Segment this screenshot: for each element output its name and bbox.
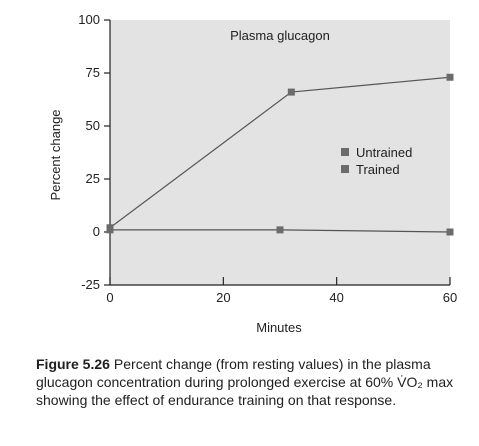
chart-title: Plasma glucagon bbox=[230, 28, 330, 43]
x-tick-label: 0 bbox=[106, 290, 113, 305]
y-axis-label: Percent change bbox=[48, 109, 63, 200]
series-layer bbox=[106, 73, 454, 236]
y-tick-label: 100 bbox=[78, 12, 100, 27]
legend-marker-trained bbox=[341, 165, 349, 173]
x-tick-label: 20 bbox=[216, 290, 230, 305]
legend-label-untrained: Untrained bbox=[356, 145, 412, 160]
y-tick-label: 0 bbox=[93, 224, 100, 239]
figure-caption: Figure 5.26 Percent change (from resting … bbox=[36, 355, 456, 409]
figure-label: Figure 5.26 bbox=[36, 356, 110, 372]
data-point-trained bbox=[276, 226, 284, 234]
legend-marker-untrained bbox=[341, 148, 349, 156]
data-point-untrained bbox=[446, 73, 454, 81]
x-axis: 0 20 40 60 bbox=[106, 277, 457, 305]
x-tick-label: 40 bbox=[329, 290, 343, 305]
chart: -25 0 25 50 75 100 0 20 40 60 Plasma glucagon Pe… bbox=[48, 12, 457, 335]
data-point-untrained bbox=[287, 88, 295, 96]
y-tick-label: 50 bbox=[86, 118, 100, 133]
y-tick-label: -25 bbox=[81, 277, 100, 292]
x-axis-label: Minutes bbox=[256, 320, 302, 335]
y-tick-label: 25 bbox=[86, 171, 100, 186]
data-point-trained bbox=[446, 228, 454, 236]
legend: Untrained Trained bbox=[341, 145, 412, 177]
plot-background bbox=[110, 20, 450, 285]
x-tick-label: 60 bbox=[443, 290, 457, 305]
legend-label-trained: Trained bbox=[356, 162, 400, 177]
figure-caption-text: Percent change (from resting values) in … bbox=[36, 356, 454, 408]
y-axis: -25 0 25 50 75 100 bbox=[78, 12, 111, 292]
y-tick-label: 75 bbox=[86, 65, 100, 80]
data-point-trained bbox=[106, 226, 114, 234]
